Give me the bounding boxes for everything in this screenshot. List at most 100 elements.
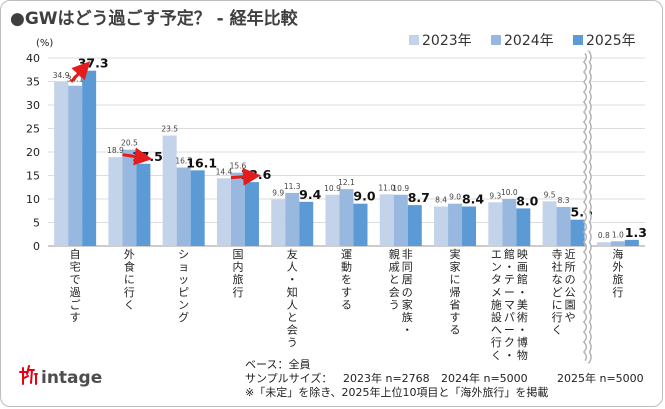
legend-label: 2025年 xyxy=(586,33,636,49)
x-axis-labels: 自宅で過ごす外食に行くショッピング国内旅行友人・知人と会う運動をする非同居の家族… xyxy=(70,247,624,362)
x-axis-label-char: く xyxy=(552,324,563,337)
x-axis-label-char: 族 xyxy=(402,310,413,324)
data-label: 14.4 xyxy=(216,167,233,176)
x-axis-label-char: く xyxy=(491,349,502,362)
x-axis-label-char: 実 xyxy=(450,247,461,261)
bar xyxy=(122,149,137,246)
x-axis-label-char: に xyxy=(552,298,563,311)
intage-logo-text: intage xyxy=(41,368,102,388)
bar xyxy=(379,194,394,246)
x-axis-label-char: う xyxy=(389,298,400,311)
y-tick-label: 30 xyxy=(26,99,40,112)
bar xyxy=(610,241,625,246)
x-axis-label-char: の xyxy=(565,273,576,286)
x-axis-label-char: 設 xyxy=(491,310,502,324)
data-label: 10.9 xyxy=(324,184,341,193)
x-axis-label-char: す xyxy=(70,311,81,324)
bar xyxy=(596,242,611,246)
bar xyxy=(570,219,585,246)
bar xyxy=(407,205,422,246)
bar xyxy=(82,70,97,246)
x-axis-label-char: に xyxy=(450,273,461,286)
footer-notes: ベース：全員 サンプルサイズ： 2023年 n=2768 2024年 n=500… xyxy=(245,357,644,399)
x-axis-label-char: テ xyxy=(504,273,515,286)
data-label: 9.9 xyxy=(272,188,284,197)
y-tick-label: 20 xyxy=(26,146,40,159)
x-axis-label-char: 国 xyxy=(232,248,243,261)
x-axis-label-char: タ xyxy=(491,273,502,286)
bar xyxy=(462,206,477,246)
data-label: 9.0 xyxy=(353,189,375,204)
legend-label: 2024年 xyxy=(504,33,554,49)
x-axis-label-char: 行 xyxy=(552,311,563,324)
x-axis-label-char: と xyxy=(287,311,298,324)
footer-note: ※「未定」を除き、2025年上位10項目と「海外旅行」を掲載 xyxy=(245,385,548,399)
category-separator xyxy=(582,50,592,364)
legend-label: 2023年 xyxy=(422,33,472,49)
data-label: 8.7 xyxy=(408,190,430,205)
x-axis-label-char: マ xyxy=(504,298,515,311)
x-axis-label-char: 同 xyxy=(402,261,413,274)
x-axis-label-char: ピ xyxy=(178,286,189,299)
x-axis-label-char: 美 xyxy=(517,298,528,311)
x-axis-label-char: 行 xyxy=(124,286,135,299)
x-axis-label-char: パ xyxy=(504,311,515,324)
separator-core xyxy=(584,51,591,363)
x-axis-label-char: 知 xyxy=(287,285,298,299)
data-label: 23.5 xyxy=(161,125,178,134)
x-axis-label-char: シ xyxy=(178,248,189,261)
x-axis-label-char: 所 xyxy=(565,261,576,274)
x-axis-label-char: へ xyxy=(491,324,502,337)
footer-sample-2023: 2023年 n=2768 xyxy=(343,371,430,385)
trend-arrow xyxy=(230,167,261,186)
bar xyxy=(108,157,123,246)
bar xyxy=(556,206,571,246)
x-axis-label-char: グ xyxy=(178,310,189,324)
x-axis-label-char: る xyxy=(341,298,352,311)
x-axis-label-char: 運 xyxy=(341,248,352,261)
intage-logo: intage xyxy=(19,365,102,388)
bar xyxy=(502,199,517,246)
x-axis-label-char: ・ xyxy=(517,324,528,337)
x-axis-label-char: 省 xyxy=(450,298,461,311)
x-axis-label-char: 社 xyxy=(552,260,563,274)
x-axis-label-char: ン xyxy=(178,298,189,311)
x-axis-label-char: メ xyxy=(491,286,502,299)
data-label: 18.9 xyxy=(107,146,124,155)
bar xyxy=(624,239,639,246)
data-label: 8.0 xyxy=(516,193,538,208)
x-axis-label-char: 行 xyxy=(232,286,243,299)
bar xyxy=(285,192,300,246)
bar xyxy=(216,178,231,246)
data-label: 11.0 xyxy=(378,183,395,192)
x-axis-label-char: 帰 xyxy=(450,286,461,299)
x-axis-label-char: ク xyxy=(504,336,515,349)
y-tick-label: 10 xyxy=(26,193,40,206)
x-axis-label-char: 公 xyxy=(565,286,576,299)
bar xyxy=(68,85,83,246)
chart-title: ●GWはどう過ごす予定？ - 経年比較 xyxy=(10,8,299,29)
data-label: 20.5 xyxy=(121,139,138,148)
x-axis-label-char: を xyxy=(341,273,352,286)
x-axis-label-char: 行 xyxy=(491,336,502,349)
bar xyxy=(488,202,503,246)
footer-sample-label: サンプルサイズ： xyxy=(245,371,332,385)
x-axis-label-char: ご xyxy=(70,297,81,311)
x-axis-label-char: 非 xyxy=(402,248,413,261)
x-axis-label-char: 親 xyxy=(389,248,400,261)
x-axis-label-char: 旅 xyxy=(232,272,243,286)
legend-swatch xyxy=(573,35,583,45)
bar xyxy=(54,81,69,246)
x-axis-label-char: ョ xyxy=(178,261,189,274)
x-axis-label-char: エ xyxy=(491,248,502,261)
x-axis-label-char: 施 xyxy=(491,298,502,311)
trend-arrow xyxy=(122,147,153,166)
x-axis-label-char: 人 xyxy=(287,298,298,311)
x-axis-label-char: す xyxy=(341,286,352,299)
x-axis-label-char: 動 xyxy=(341,260,352,274)
